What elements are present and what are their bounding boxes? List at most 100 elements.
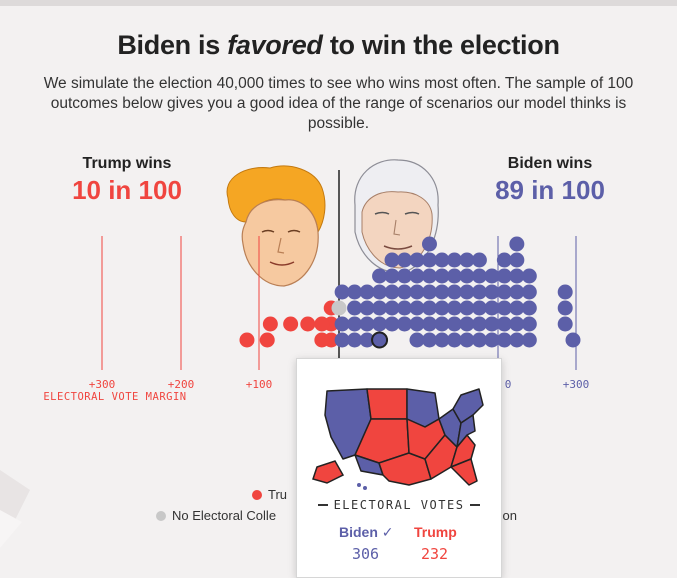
biden-outcome-dot[interactable] (557, 300, 573, 316)
trump-outcome-dot[interactable] (314, 316, 330, 332)
page-title: Biden is favored to win the election (117, 30, 560, 60)
biden-outcome-dot[interactable] (471, 284, 487, 300)
biden-outcome-dot[interactable] (384, 268, 400, 284)
biden-outcome-dot[interactable] (372, 284, 388, 300)
biden-outcome-dot[interactable] (446, 300, 462, 316)
biden-outcome-dot[interactable] (496, 268, 512, 284)
biden-outcome-dot[interactable] (334, 284, 350, 300)
biden-outcome-dot[interactable] (421, 284, 437, 300)
biden-outcome-dot[interactable] (371, 331, 389, 349)
biden-outcome-dot[interactable] (409, 252, 425, 268)
biden-outcome-dot[interactable] (509, 236, 525, 252)
biden-outcome-dot[interactable] (359, 300, 375, 316)
biden-outcome-dot[interactable] (397, 316, 413, 332)
biden-outcome-dot[interactable] (384, 300, 400, 316)
trump-outcome-dot[interactable] (259, 332, 275, 348)
biden-outcome-dot[interactable] (359, 316, 375, 332)
biden-outcome-dot[interactable] (359, 332, 375, 348)
biden-outcome-dot[interactable] (409, 284, 425, 300)
trump-outcome-dot[interactable] (239, 332, 255, 348)
biden-outcome-dot[interactable] (384, 284, 400, 300)
biden-outcome-dot[interactable] (471, 252, 487, 268)
biden-outcome-dot[interactable] (334, 332, 350, 348)
biden-outcome-dot[interactable] (434, 252, 450, 268)
biden-outcome-dot[interactable] (496, 316, 512, 332)
biden-outcome-dot[interactable] (496, 300, 512, 316)
biden-outcome-dot[interactable] (484, 268, 500, 284)
biden-outcome-dot[interactable] (384, 252, 400, 268)
biden-outcome-dot[interactable] (471, 300, 487, 316)
biden-outcome-dot[interactable] (421, 268, 437, 284)
tie-outcome-dot[interactable] (331, 300, 347, 316)
biden-outcome-dot[interactable] (347, 332, 363, 348)
biden-outcome-dot[interactable] (496, 284, 512, 300)
biden-outcome-dot[interactable] (509, 284, 525, 300)
biden-outcome-dot[interactable] (409, 332, 425, 348)
biden-outcome-dot[interactable] (446, 252, 462, 268)
biden-outcome-dot[interactable] (557, 284, 573, 300)
biden-outcome-dot[interactable] (446, 316, 462, 332)
biden-outcome-dot[interactable] (421, 236, 437, 252)
biden-outcome-dot[interactable] (446, 268, 462, 284)
biden-outcome-dot[interactable] (372, 268, 388, 284)
biden-outcome-dot[interactable] (459, 284, 475, 300)
biden-outcome-dot[interactable] (509, 332, 525, 348)
biden-outcome-dot[interactable] (471, 332, 487, 348)
trump-outcome-dot[interactable] (262, 316, 278, 332)
biden-outcome-dot[interactable] (509, 268, 525, 284)
biden-outcome-dot[interactable] (409, 300, 425, 316)
biden-outcome-dot[interactable] (521, 332, 537, 348)
biden-outcome-dot[interactable] (347, 316, 363, 332)
biden-outcome-dot[interactable] (334, 316, 350, 332)
biden-outcome-dot[interactable] (521, 268, 537, 284)
biden-outcome-dot[interactable] (397, 284, 413, 300)
biden-outcome-dot[interactable] (434, 332, 450, 348)
biden-outcome-dot[interactable] (459, 268, 475, 284)
trump-outcome-dot[interactable] (314, 332, 330, 348)
biden-outcome-dot[interactable] (521, 316, 537, 332)
biden-outcome-dot[interactable] (496, 252, 512, 268)
biden-outcome-dot[interactable] (509, 316, 525, 332)
biden-outcome-dot[interactable] (484, 316, 500, 332)
biden-outcome-dot[interactable] (484, 332, 500, 348)
biden-outcome-dot[interactable] (434, 284, 450, 300)
biden-outcome-dot[interactable] (521, 300, 537, 316)
biden-outcome-dot[interactable] (409, 268, 425, 284)
tooltip-biden-votes: 306 (352, 545, 380, 563)
biden-outcome-dot[interactable] (434, 268, 450, 284)
biden-outcome-dot[interactable] (459, 252, 475, 268)
biden-outcome-dot[interactable] (471, 268, 487, 284)
biden-outcome-dot[interactable] (471, 316, 487, 332)
trump-outcome-dot[interactable] (283, 316, 299, 332)
biden-outcome-dot[interactable] (397, 252, 413, 268)
biden-outcome-dot[interactable] (372, 300, 388, 316)
biden-outcome-dot[interactable] (434, 300, 450, 316)
biden-outcome-dot[interactable] (359, 284, 375, 300)
biden-outcome-dot[interactable] (421, 252, 437, 268)
trump-outcome-dot[interactable] (300, 316, 316, 332)
biden-outcome-dot[interactable] (372, 316, 388, 332)
biden-outcome-dot[interactable] (347, 300, 363, 316)
biden-outcome-dot[interactable] (484, 284, 500, 300)
biden-outcome-dot[interactable] (446, 284, 462, 300)
biden-outcome-dot[interactable] (509, 300, 525, 316)
biden-outcome-dot[interactable] (565, 332, 581, 348)
biden-outcome-dot[interactable] (397, 268, 413, 284)
biden-outcome-dot[interactable] (347, 284, 363, 300)
biden-outcome-dot[interactable] (459, 332, 475, 348)
biden-outcome-dot[interactable] (421, 332, 437, 348)
biden-outcome-dot[interactable] (557, 316, 573, 332)
biden-outcome-dot[interactable] (446, 332, 462, 348)
biden-outcome-dot[interactable] (434, 316, 450, 332)
biden-outcome-dot[interactable] (397, 300, 413, 316)
biden-outcome-dot[interactable] (509, 252, 525, 268)
biden-outcome-dot[interactable] (484, 300, 500, 316)
biden-outcome-dot[interactable] (459, 316, 475, 332)
biden-outcome-dot[interactable] (459, 300, 475, 316)
biden-outcome-dot[interactable] (421, 316, 437, 332)
biden-outcome-dot[interactable] (521, 284, 537, 300)
biden-outcome-dot[interactable] (384, 316, 400, 332)
biden-outcome-dot[interactable] (421, 300, 437, 316)
biden-outcome-dot[interactable] (496, 332, 512, 348)
biden-outcome-dot[interactable] (409, 316, 425, 332)
